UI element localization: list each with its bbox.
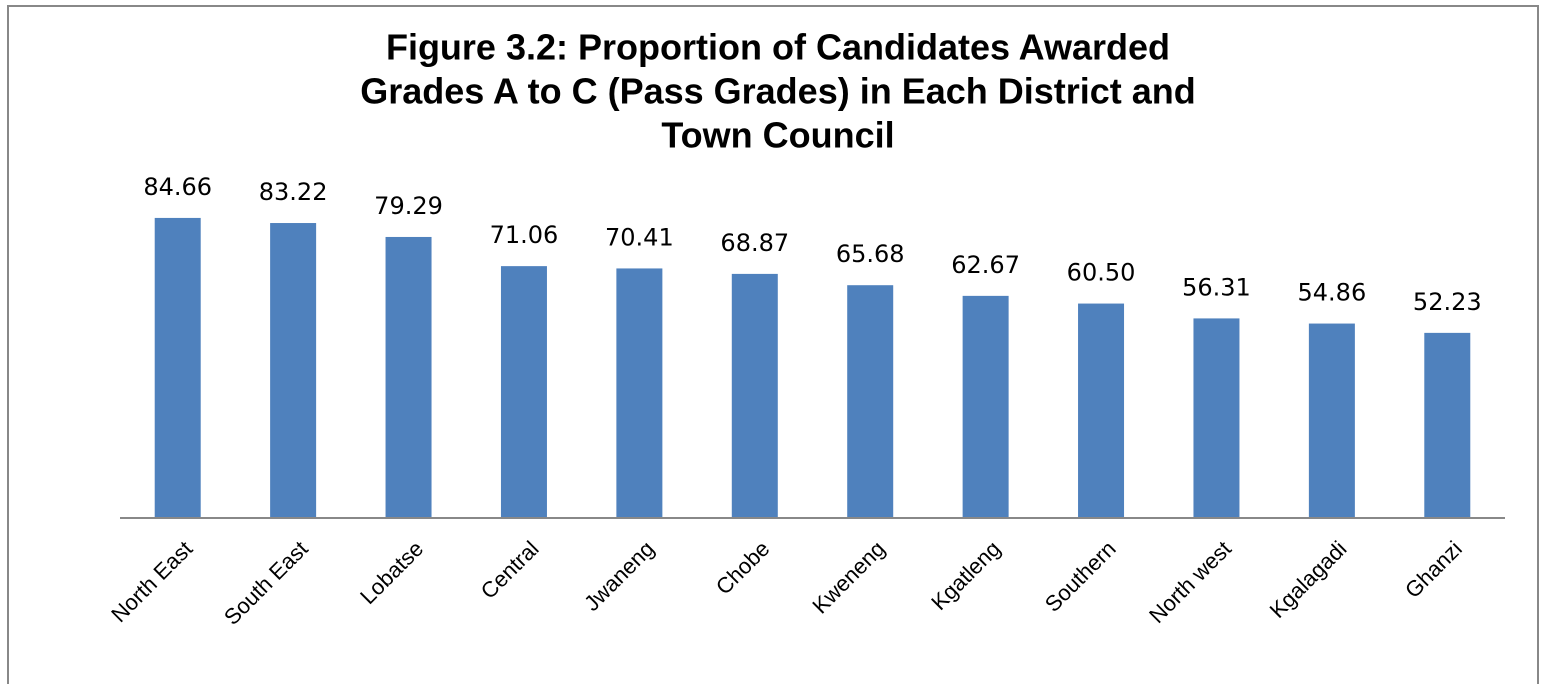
bar — [1078, 303, 1125, 518]
x-tick-label: Jwaneng — [579, 536, 659, 616]
data-label: 56.31 — [1182, 273, 1251, 301]
data-label: 84.66 — [143, 173, 212, 201]
x-tick-label: Kweneng — [807, 536, 890, 619]
data-label: 60.50 — [1067, 259, 1136, 287]
data-label: 79.29 — [374, 192, 443, 220]
x-tick-label: South East — [219, 536, 313, 630]
chart-title: Town Council — [661, 115, 894, 156]
data-label: 54.86 — [1298, 279, 1367, 307]
data-label: 65.68 — [836, 240, 905, 268]
x-tick-label: Lobatse — [355, 536, 428, 609]
chart-title: Figure 3.2: Proportion of Candidates Awa… — [386, 27, 1170, 68]
x-tick-label: Ghanzi — [1400, 536, 1467, 603]
bar — [1308, 323, 1355, 518]
x-tick-label: Southern — [1040, 536, 1121, 617]
bar — [1424, 332, 1471, 518]
bar — [731, 273, 778, 518]
data-label: 83.22 — [259, 178, 328, 206]
x-tick-label: Kgatleng — [926, 536, 1005, 615]
bar — [270, 223, 317, 519]
bar — [616, 268, 663, 518]
bar — [847, 285, 894, 518]
x-tick-label: Central — [476, 536, 544, 604]
data-label: 62.67 — [951, 251, 1020, 279]
x-tick-label: North west — [1144, 536, 1236, 628]
data-label: 68.87 — [720, 229, 789, 257]
bar — [385, 236, 432, 518]
x-tick-label: Kgalagadi — [1265, 536, 1352, 623]
bar — [500, 266, 547, 518]
data-label: 70.41 — [605, 223, 674, 251]
chart-border — [7, 5, 1539, 684]
x-tick-label: North East — [106, 536, 197, 627]
chart-title: Grades A to C (Pass Grades) in Each Dist… — [360, 71, 1196, 112]
bar — [962, 295, 1009, 518]
data-label: 71.06 — [490, 221, 559, 249]
x-tick-label: Chobe — [711, 536, 775, 600]
bar — [154, 217, 201, 518]
bar — [1193, 318, 1240, 518]
data-label: 52.23 — [1413, 288, 1482, 316]
